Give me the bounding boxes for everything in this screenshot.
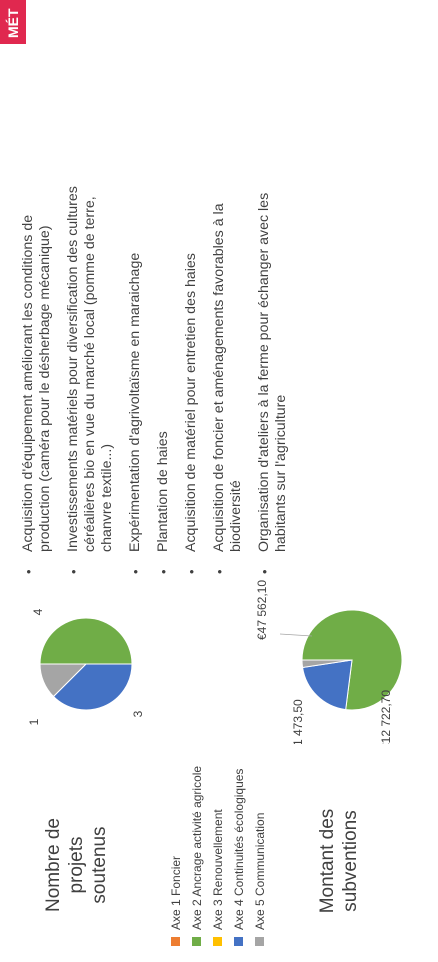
legend-item-axe1: Axe 1 Foncier [165,726,186,946]
legend-swatch [192,937,201,946]
legend-label: Axe 1 Foncier [168,855,183,930]
legend-item-axe2: Axe 2 Ancrage activité agricole [186,726,207,946]
pie-slice [301,659,353,711]
pie-slice [39,617,133,665]
legend-swatch [234,937,243,946]
list-item-line: Organisation d'ateliers à la ferme pour … [256,192,272,552]
legend-swatch [255,937,264,946]
pie-slice [52,663,133,711]
list-item-line: Acquisition d'équipement améliorant les … [20,214,36,552]
pie-data-label: €1 473,50 [291,699,305,744]
amount-label-line1: Montant des [317,808,338,914]
count-label-line1: Nombre de projets [43,818,87,912]
pie-data-label: 1 [27,718,41,725]
legend-item-axe5: Axe 5 Communication [249,726,270,946]
list-item: Plantation de haies [155,14,172,574]
list-item-line: Plantation de haies [155,431,171,552]
list-item-line: biodiversité [228,480,244,552]
amount-label-line2: subventions [340,810,361,912]
legend-label: Axe 5 Communication [252,812,267,930]
list-item: Organisation d'ateliers à la ferme pour … [256,14,290,574]
amount-chart-label: Montant des subventions [316,786,362,936]
legend-label: Axe 4 Continuités écologiques [231,768,246,930]
count-chart-label: Nombre de projets soutenus [42,790,111,940]
pie-slice [301,659,353,669]
project-list: Acquisition d'équipement améliorant les … [20,14,301,574]
list-item-line: Investissements matériels pour diversifi… [65,186,81,552]
list-item: Acquisition de foncier et aménagements f… [211,14,245,574]
legend-label: Axe 2 Ancrage activité agricole [189,765,204,930]
legend-label: Axe 3 Renouvellement [210,809,225,930]
pie-slice [39,663,88,698]
pie-data-label: €47 562,10 [255,580,269,640]
list-item-line: Expérimentation d'agrivoltaïsme en marai… [127,252,143,552]
legend-item-axe3: Axe 3 Renouvellement [207,726,228,946]
list-item: Acquisition de matériel pour entretien d… [183,14,200,574]
list-item-line: céréalières bio en vue du marché local (… [82,196,98,552]
legend: Axe 1 Foncier Axe 2 Ancrage activité agr… [165,726,270,946]
list-item: Expérimentation d'agrivoltaïsme en marai… [127,14,144,574]
legend-swatch [213,937,222,946]
legend-item-axe4: Axe 4 Continuités écologiques [228,726,249,946]
count-label-line2: soutenus [89,826,110,904]
amount-pie-chart: €47 562,10 €12 722,70 €1 473,50 [255,580,403,744]
pie-data-label: €12 722,70 [379,690,393,744]
data-label-leader [279,633,313,637]
list-item: Acquisition d'équipement améliorant les … [20,14,54,574]
list-item-line: production (caméra pour le désherbage mé… [37,225,53,552]
list-item-line: Acquisition de matériel pour entretien d… [183,253,199,552]
count-pie-chart: 4 3 1 [27,608,145,725]
list-item-line: habitants sur l'agriculture [273,394,289,552]
legend-swatch [171,937,180,946]
pie-slice [301,609,403,711]
pie-data-label: 3 [131,710,145,717]
pie-data-label: 4 [31,608,45,615]
list-item-line: Acquisition de foncier et aménagements f… [211,203,227,552]
list-item-line: chanvre textile...) [99,443,115,552]
list-item: Investissements matériels pour diversifi… [65,14,116,574]
